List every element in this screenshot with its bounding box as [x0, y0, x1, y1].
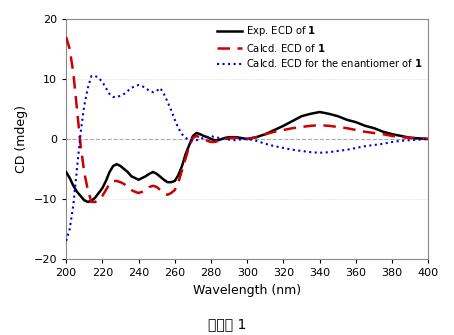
Legend: Exp. ECD of $\mathbf{1}$, Calcd. ECD of $\mathbf{1}$, Calcd. ECD for the enantio: Exp. ECD of $\mathbf{1}$, Calcd. ECD of … [214, 21, 426, 72]
Text: 化合物 1: 化合物 1 [208, 318, 246, 332]
X-axis label: Wavelength (nm): Wavelength (nm) [193, 283, 301, 296]
Y-axis label: CD (mdeg): CD (mdeg) [15, 105, 28, 173]
